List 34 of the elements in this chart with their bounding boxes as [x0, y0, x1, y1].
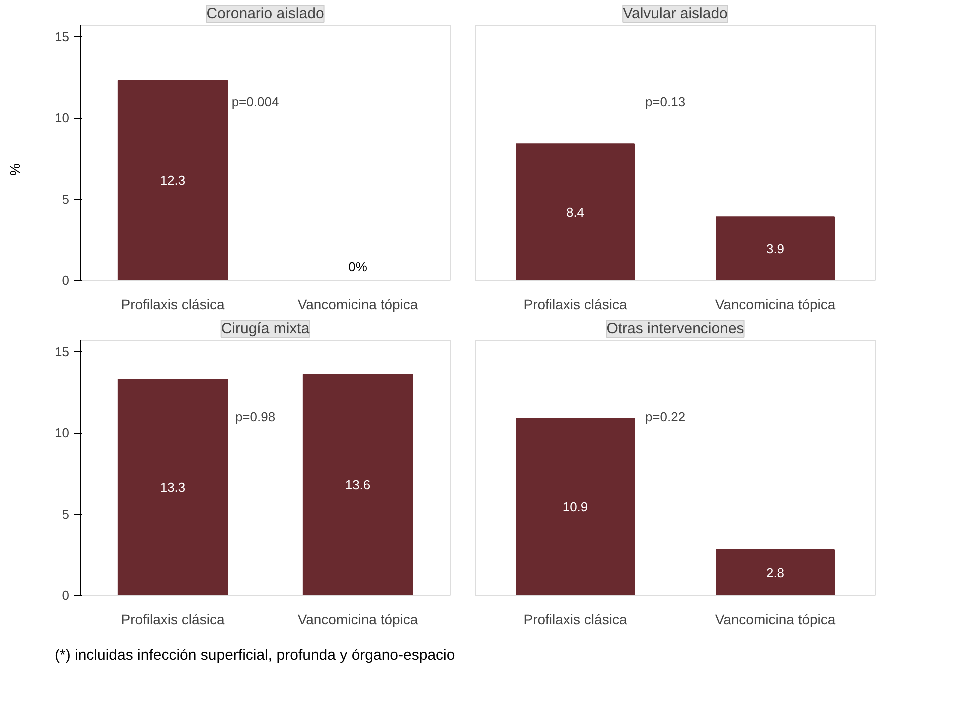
data-label: 2.8 [766, 565, 785, 580]
x-tick-label: Vancomicina tópica [715, 612, 836, 628]
y-tick-label: 0 [62, 273, 70, 288]
chart-title: Cirugía mixta [221, 320, 310, 338]
x-tick-label: Vancomicina tópica [298, 612, 418, 628]
x-tick-label: Vancomicina tópica [715, 296, 836, 312]
y-tick-label: 15 [55, 29, 70, 44]
data-label: 13.3 [160, 480, 186, 495]
chart-title: Coronario aislado [206, 6, 324, 22]
y-tick-label: 10 [55, 426, 70, 441]
x-tick-label: Profilaxis clásica [524, 296, 628, 312]
data-label: 12.3 [160, 173, 186, 188]
data-label: 10.9 [562, 499, 588, 514]
x-tick-label: Profilaxis clásica [121, 296, 225, 312]
data-label: 8.4 [566, 204, 585, 220]
annotation: p=0.13 [645, 94, 686, 110]
x-tick-label: Profilaxis clásica [121, 612, 225, 628]
annotation: p=0.98 [235, 410, 276, 425]
text: (*) incluidas infección superficial, profunda y órgano-espacio [55, 646, 456, 666]
y-tick-label: 15 [55, 344, 70, 360]
x-tick-label: Profilaxis clásica [524, 612, 628, 628]
y-tick-label: 0 [62, 588, 70, 603]
chart-title: Valvular aislado [623, 6, 728, 22]
x-tick-label: Vancomicina tópica [298, 296, 418, 312]
y-tick-label: 5 [62, 506, 70, 522]
data-label: 3.9 [766, 241, 785, 256]
chart-title: Otras intervenciones [606, 320, 744, 338]
data-label: 13.6 [345, 478, 371, 493]
y-tick-label: 5 [62, 192, 70, 207]
data-label: 0% [348, 260, 368, 274]
annotation: p=0.22 [645, 410, 686, 425]
y-axis-title: % [6, 164, 24, 176]
y-tick-label: 10 [55, 110, 70, 126]
annotation: p=0.004 [232, 94, 280, 110]
